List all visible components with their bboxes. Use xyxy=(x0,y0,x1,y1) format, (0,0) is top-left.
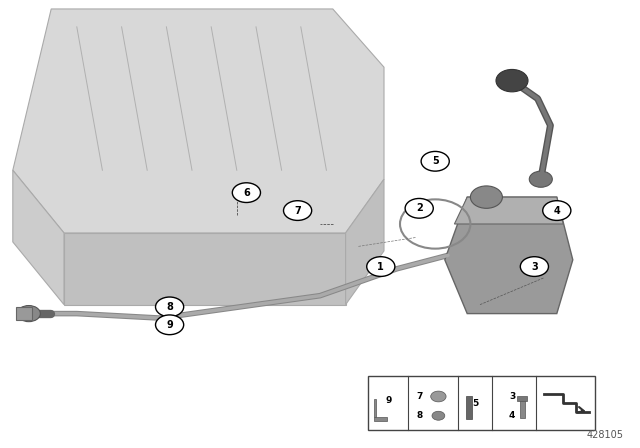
Circle shape xyxy=(529,171,552,187)
Text: 428105: 428105 xyxy=(587,430,624,440)
Polygon shape xyxy=(445,197,573,314)
Bar xyxy=(374,417,387,421)
Text: 7: 7 xyxy=(416,392,422,401)
Polygon shape xyxy=(13,9,384,233)
Bar xyxy=(466,396,472,419)
Text: 8: 8 xyxy=(416,411,422,420)
Text: 2: 2 xyxy=(416,203,422,213)
Circle shape xyxy=(156,297,184,317)
Polygon shape xyxy=(346,179,384,305)
Circle shape xyxy=(496,69,528,92)
Circle shape xyxy=(543,201,571,220)
Circle shape xyxy=(421,151,449,171)
Text: 6: 6 xyxy=(243,188,250,198)
Circle shape xyxy=(520,257,548,276)
Bar xyxy=(374,399,376,417)
Polygon shape xyxy=(64,233,346,305)
Text: 5: 5 xyxy=(432,156,438,166)
Circle shape xyxy=(367,257,395,276)
Bar xyxy=(520,397,525,418)
Text: 9: 9 xyxy=(385,396,392,405)
Circle shape xyxy=(232,183,260,202)
Circle shape xyxy=(17,306,40,322)
Circle shape xyxy=(156,315,184,335)
Bar xyxy=(517,396,527,401)
Polygon shape xyxy=(454,197,563,224)
Text: 5: 5 xyxy=(472,399,478,408)
Text: 4: 4 xyxy=(509,411,515,420)
Text: 7: 7 xyxy=(294,206,301,215)
Text: 3: 3 xyxy=(509,392,515,401)
Text: 8: 8 xyxy=(166,302,173,312)
Text: 1: 1 xyxy=(378,262,384,271)
Text: 9: 9 xyxy=(166,320,173,330)
Circle shape xyxy=(431,391,446,402)
Circle shape xyxy=(432,411,445,420)
Bar xyxy=(368,376,595,430)
Polygon shape xyxy=(13,170,64,305)
Bar xyxy=(16,307,32,320)
Circle shape xyxy=(405,198,433,218)
Text: 4: 4 xyxy=(554,206,560,215)
Circle shape xyxy=(470,186,502,208)
Text: 3: 3 xyxy=(531,262,538,271)
Circle shape xyxy=(284,201,312,220)
